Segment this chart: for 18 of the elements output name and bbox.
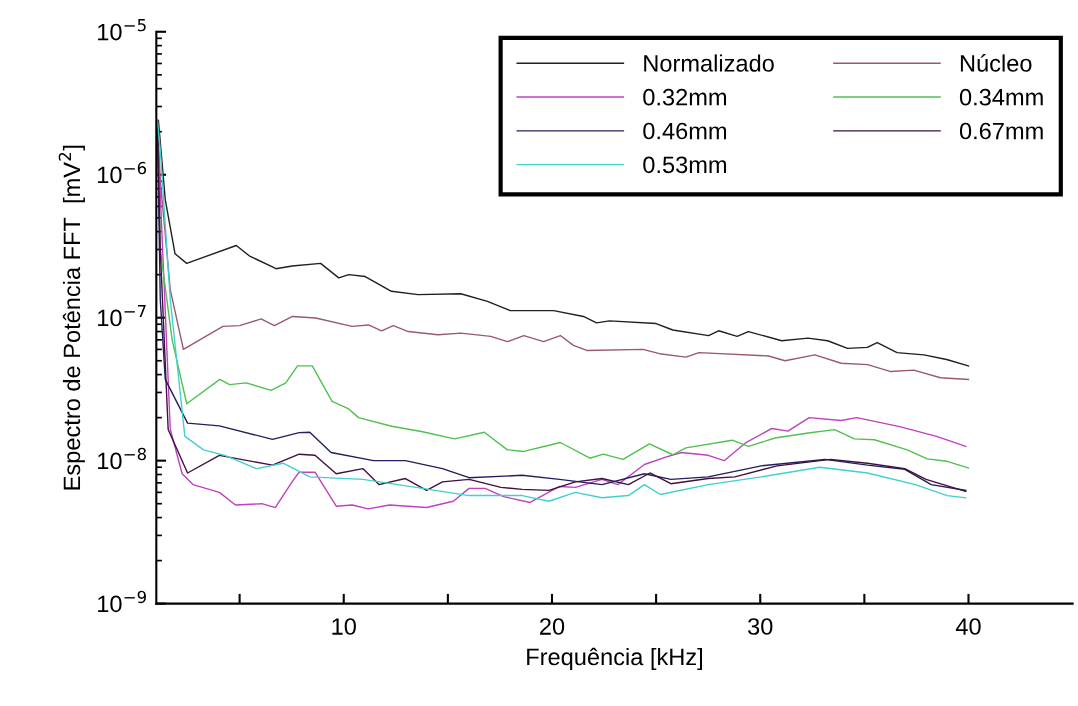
legend-label: Normalizado — [644, 54, 774, 72]
legend-label: Núcleo — [960, 54, 1032, 72]
y-tick-label: 10$^{−9}$ — [98, 590, 146, 613]
legend-label: 0.32mm — [643, 88, 727, 106]
x-axis-title: Frequência [kHz] — [527, 647, 703, 670]
y-tick-label: 10$^{−7}$ — [98, 305, 146, 327]
y-tick-label: 10$^{−8}$ — [98, 447, 146, 470]
x-tick-label: 40 — [955, 618, 981, 635]
y-axis-title: Espectro de Potência FFT [mV$^{2}$] — [58, 145, 85, 490]
x-tick-label: 10 — [332, 618, 356, 635]
legend-label: 0.34mm — [959, 88, 1043, 106]
legend-label: 0.53mm — [643, 156, 727, 174]
y-tick-label: 10$^{−5}$ — [98, 19, 146, 41]
legend-label: 0.46mm — [643, 122, 727, 140]
x-tick-label: 20 — [540, 618, 565, 635]
x-tick-label: 30 — [748, 618, 773, 635]
y-tick-label: 10$^{−6}$ — [98, 161, 147, 184]
legend-label: 0.67mm — [959, 122, 1043, 140]
